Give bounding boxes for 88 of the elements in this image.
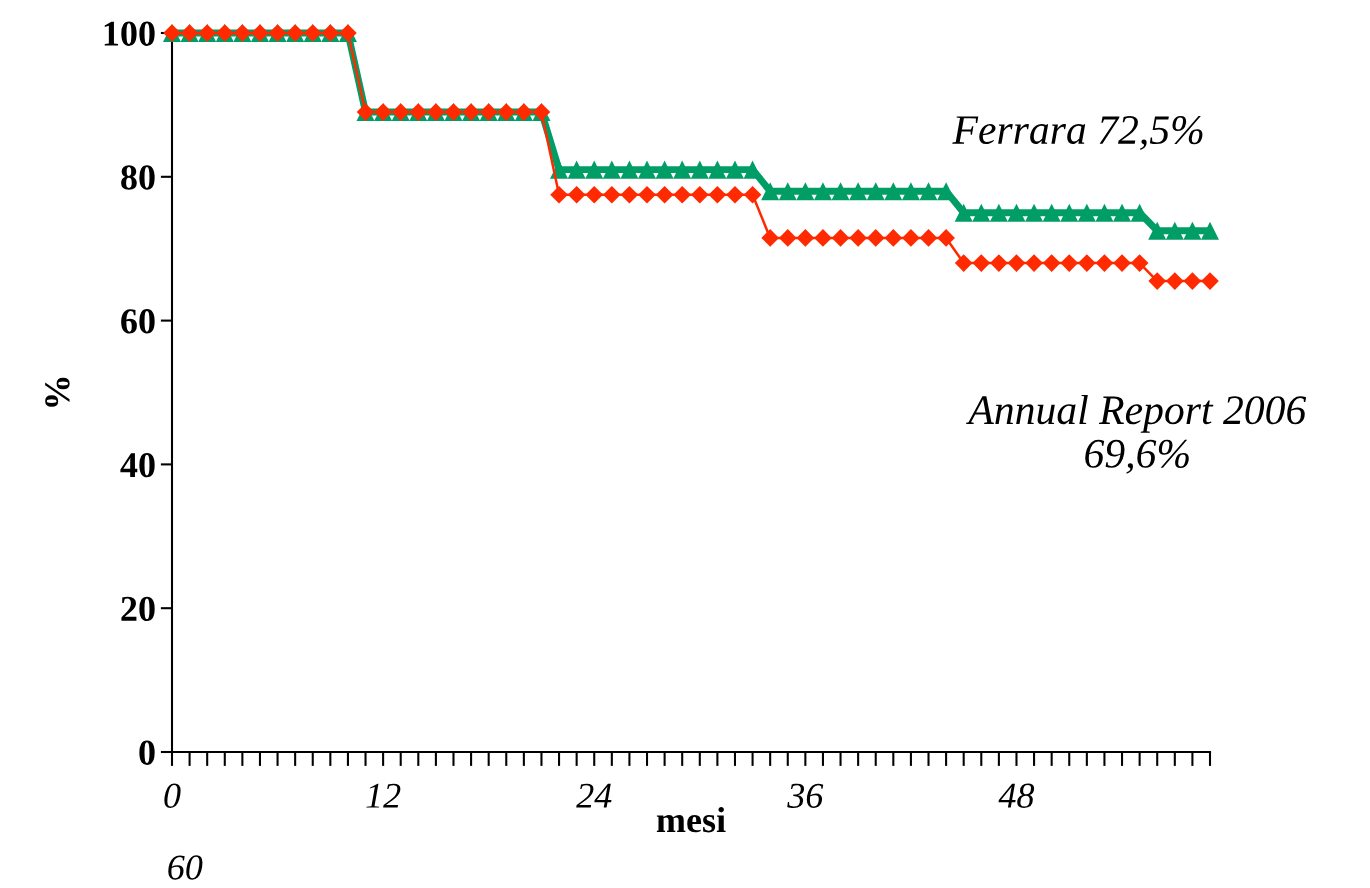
point [708,185,727,204]
point [690,185,709,204]
point [1183,221,1202,240]
text: 60 [168,855,203,880]
point [1095,254,1114,272]
x-tick-label: 12 [366,783,401,808]
point [655,160,674,179]
point [1165,221,1184,240]
point [1060,203,1079,222]
y-tick-label: 20 [121,596,155,622]
x-tick-label: 48 [998,783,1035,808]
point [849,182,868,201]
annotation: Annual Report 2006 69,6% [966,394,1307,474]
point [1148,221,1167,240]
point [726,185,744,204]
y-tick-label: 100 [104,21,155,46]
point [673,160,692,179]
point [743,185,762,204]
point [1077,203,1096,222]
point [602,185,621,204]
point [1007,254,1026,272]
y-tick-label: 0 [139,740,155,765]
point [954,254,973,272]
point [902,229,920,247]
y-axis-title: % [45,377,70,407]
point [637,160,657,179]
point [1130,254,1149,272]
point [1060,254,1079,272]
point [1113,203,1132,222]
point [620,185,639,204]
point [989,203,1008,222]
point [919,182,938,201]
point [1007,203,1026,222]
point [620,160,639,179]
point [602,160,621,179]
x-tick-label: 0 [164,783,181,808]
point [1165,272,1184,290]
point [690,160,709,179]
point [866,229,885,247]
point [708,160,727,179]
point [725,160,745,179]
point [550,185,568,204]
x-axis-title: mesi [656,806,726,833]
point [1042,254,1061,272]
point [972,254,991,272]
point [1148,272,1167,290]
point [778,229,797,247]
point [1113,254,1131,272]
point [831,229,850,247]
point [990,254,1008,272]
point [778,182,797,201]
point [1025,203,1044,222]
point [796,229,815,247]
point [567,160,586,179]
annotation: Ferrara 72,5% [952,115,1203,151]
x-tick-label: 24 [576,783,612,808]
point [831,182,850,201]
point [761,182,780,201]
x-tick-label: 36 [787,783,824,808]
point [1095,203,1114,222]
point [919,229,938,247]
point [585,185,604,204]
y-tick-label: 40 [120,452,155,478]
point [849,229,867,247]
point [1042,203,1061,222]
y-tick-label: 60 [121,309,155,334]
point [901,182,920,201]
point [1201,272,1219,290]
point [866,182,885,201]
point [954,203,973,222]
point [884,229,903,247]
y-tick-label: 80 [121,165,155,190]
point [1200,221,1220,240]
point [638,185,656,204]
point [1078,254,1096,272]
point [585,160,604,179]
point [567,185,586,204]
point [673,185,692,204]
point [1025,254,1043,272]
point [813,182,832,201]
point [884,182,903,201]
point [937,229,955,247]
point [972,203,991,222]
point [655,185,674,204]
point [796,182,815,201]
point [814,229,832,247]
point [1183,272,1202,290]
point [761,229,780,247]
